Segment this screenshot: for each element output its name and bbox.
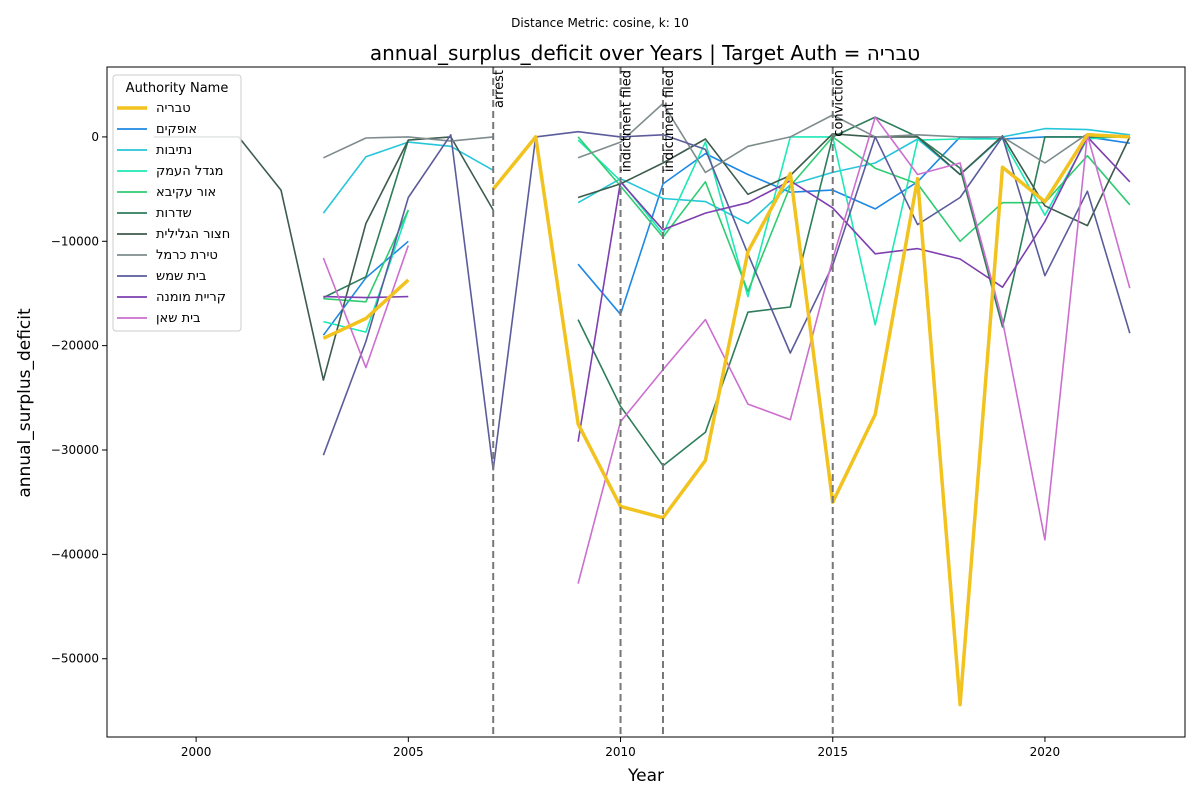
legend-label: שדרות	[156, 206, 192, 221]
x-axis-label: Year	[627, 766, 664, 786]
chart-title: annual_surplus_deficit over Years | Targ…	[370, 41, 920, 65]
legend-items: טבריה אופקים נתיבות מגדל העמק אור עקיבא שדרות…	[117, 101, 230, 326]
y-tick-label: −30000	[51, 443, 99, 457]
event-label: arrest	[492, 70, 507, 108]
legend-label: בית שמש	[156, 269, 206, 284]
y-tick-label: 0	[91, 130, 99, 144]
legend-label: אופקים	[156, 122, 197, 137]
series-line	[322, 116, 1131, 584]
series-line	[323, 102, 1130, 174]
y-axis-label: annual_surplus_deficit	[15, 308, 35, 498]
y-tick-label: −40000	[51, 547, 99, 561]
x-axis: 2000 2005 2010 2015 2020	[181, 737, 1060, 759]
legend-label: קריית מומנה	[156, 290, 226, 305]
event-label: indictment filed	[662, 70, 677, 172]
legend-label: בית שאן	[156, 311, 201, 326]
plot-area: arrest indictment filed indictment filed co…	[153, 67, 1131, 737]
series-line	[323, 136, 1131, 442]
legend-label: נתיבות	[156, 143, 192, 158]
x-tick-label: 2005	[393, 745, 424, 759]
plot-frame	[106, 66, 1186, 738]
y-tick-label: −50000	[51, 652, 99, 666]
y-axis: −50000 −40000 −30000 −20000 −10000 0	[51, 130, 107, 666]
series-line	[323, 136, 1131, 303]
y-tick-label: −10000	[51, 234, 99, 248]
event-label: conviction	[832, 70, 847, 137]
event-label: indictment filed	[620, 70, 635, 172]
x-tick-label: 2015	[817, 745, 848, 759]
y-tick-label: −20000	[51, 339, 99, 353]
series-line	[322, 133, 1130, 707]
legend-label: טבריה	[156, 101, 191, 116]
legend-title: Authority Name	[126, 81, 229, 96]
legend-label: טירת כרמל	[156, 248, 218, 263]
series-line	[322, 130, 1131, 471]
chart-suptitle: Distance Metric: cosine, k: 10	[511, 16, 689, 30]
legend: Authority Name טבריה אופקים נתיבות מגדל העמ…	[112, 74, 242, 332]
legend-label: חצור הגלילית	[156, 227, 230, 242]
x-tick-label: 2020	[1030, 745, 1061, 759]
legend-label: אור עקיבא	[156, 185, 216, 200]
series-line	[323, 116, 1130, 467]
x-tick-label: 2010	[605, 745, 636, 759]
legend-box	[112, 74, 242, 332]
series-line	[322, 127, 1130, 225]
x-tick-label: 2000	[181, 745, 212, 759]
legend-label: מגדל העמק	[156, 164, 224, 179]
